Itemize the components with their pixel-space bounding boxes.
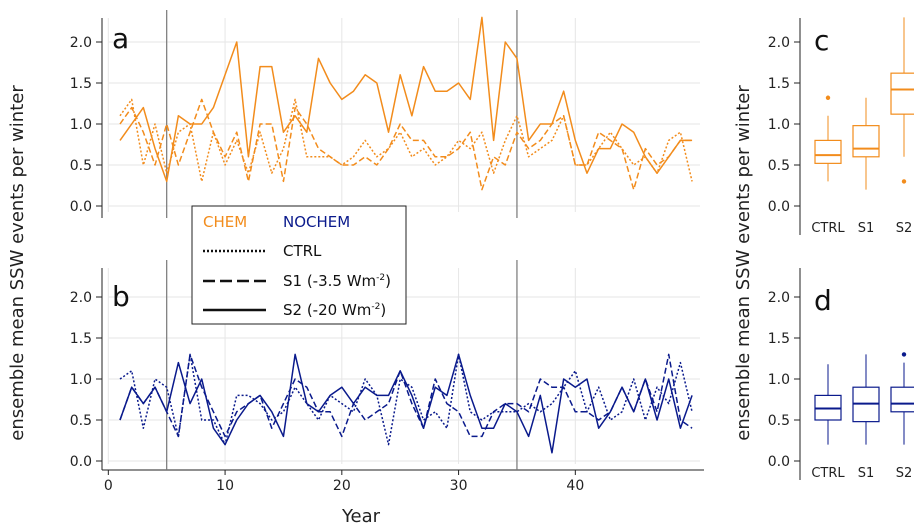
box-category-label: S2 xyxy=(896,221,913,236)
y-tick-label: 0.5 xyxy=(70,413,92,429)
box-body xyxy=(890,72,914,115)
y-tick-label: 0.0 xyxy=(70,454,92,470)
y-tick-label: 0.0 xyxy=(768,199,790,215)
y-tick-label: 0.5 xyxy=(768,413,790,429)
legend-ctrl: CTRL xyxy=(283,242,322,260)
x-tick-label: 10 xyxy=(216,478,234,494)
y-tick-label: 0.0 xyxy=(768,454,790,470)
box-category-label: S1 xyxy=(858,466,875,481)
y-tick-label: 2.0 xyxy=(70,35,92,51)
y-tick-label: 2.0 xyxy=(70,290,92,306)
y-tick-label: 1.0 xyxy=(70,372,92,388)
ylabel-right: ensemble mean SSW events per winter xyxy=(733,85,754,441)
legend-s2-text: S2 (-20 Wm xyxy=(283,301,371,319)
legend-s1: S1 (-3.5 Wm-2) xyxy=(283,272,391,290)
legend: CHEM NOCHEM CTRL S1 (-3.5 Wm-2) S2 (-20 … xyxy=(191,205,407,325)
box-body xyxy=(814,139,842,164)
y-tick-label: 1.5 xyxy=(768,76,790,92)
box-category-label: S1 xyxy=(858,221,875,236)
y-tick-label: 0.5 xyxy=(768,158,790,174)
series-line-s2 xyxy=(119,16,693,183)
xlabel: Year xyxy=(341,506,381,527)
box-outlier xyxy=(825,95,831,100)
box-category-label: CTRL xyxy=(811,221,845,236)
box-category-label: S2 xyxy=(896,466,913,481)
y-tick-label: 1.0 xyxy=(768,372,790,388)
ylabel-left: ensemble mean SSW events per winter xyxy=(7,85,28,441)
legend-s1-text: S1 (-3.5 Wm xyxy=(283,272,376,290)
series-line-s2 xyxy=(119,353,693,454)
box-body xyxy=(852,125,880,158)
legend-s1-sup: -2 xyxy=(376,273,385,283)
y-tick-label: 1.0 xyxy=(70,117,92,133)
box-outlier xyxy=(901,352,907,357)
series-line-ctrl xyxy=(119,353,693,446)
y-tick-label: 1.0 xyxy=(768,117,790,133)
y-tick-label: 0.5 xyxy=(70,158,92,174)
series-line-s1 xyxy=(119,98,693,191)
panel-b: 0 10 20 30 40 0.0 0.5 1.0 1.5 2.0 b xyxy=(70,260,704,494)
legend-box xyxy=(191,205,407,325)
y-tick-label: 1.5 xyxy=(768,331,790,347)
legend-s1-close: ) xyxy=(385,272,391,290)
legend-s2-sup: -2 xyxy=(371,302,380,312)
box-category-label: CTRL xyxy=(811,466,845,481)
x-tick-label: 40 xyxy=(566,478,584,494)
panel-d: 0.0 0.5 1.0 1.5 2.0 CTRL S1 S2 d xyxy=(768,268,914,481)
panel-a: 0.0 0.5 1.0 1.5 2.0 a xyxy=(70,10,700,218)
legend-s2-close: ) xyxy=(380,301,386,319)
x-tick-label: 20 xyxy=(333,478,351,494)
legend-nochem: NOCHEM xyxy=(283,213,350,231)
box-body xyxy=(890,386,914,413)
panels: 0.0 0.5 1.0 1.5 2.0 a 0 10 20 30 40 0.0 0.5 1.0 1.5 2.0… xyxy=(70,10,914,494)
box-outlier xyxy=(901,179,907,184)
x-tick-label: 30 xyxy=(450,478,468,494)
panel-label: a xyxy=(112,22,129,55)
legend-chem: CHEM xyxy=(203,213,247,231)
x-tick-label: 0 xyxy=(104,478,113,494)
y-tick-label: 2.0 xyxy=(768,35,790,51)
panel-label: b xyxy=(112,280,130,313)
panel-label: d xyxy=(814,284,832,317)
y-tick-label: 0.0 xyxy=(70,199,92,215)
panel-label: c xyxy=(814,24,829,57)
series-line-ctrl xyxy=(119,98,693,183)
y-tick-label: 1.5 xyxy=(70,331,92,347)
y-tick-label: 1.5 xyxy=(70,76,92,92)
panel-c: 0.0 0.5 1.0 1.5 2.0 CTRL S1 S2 c xyxy=(768,17,914,236)
y-tick-label: 2.0 xyxy=(768,290,790,306)
legend-s2: S2 (-20 Wm-2) xyxy=(283,301,386,319)
